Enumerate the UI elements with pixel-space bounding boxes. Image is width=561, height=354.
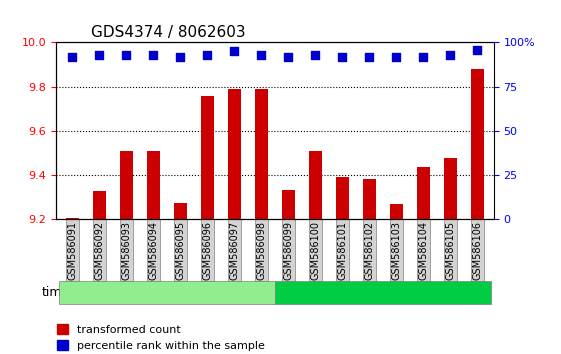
Bar bbox=[417, 167, 430, 219]
Point bbox=[446, 52, 455, 58]
Bar bbox=[228, 89, 241, 219]
Point bbox=[149, 52, 158, 58]
Point bbox=[230, 48, 239, 54]
FancyBboxPatch shape bbox=[59, 281, 275, 304]
Bar bbox=[173, 203, 187, 219]
Bar bbox=[255, 89, 268, 219]
Point bbox=[311, 52, 320, 58]
Bar bbox=[362, 178, 376, 219]
Bar bbox=[282, 190, 295, 219]
Point bbox=[257, 52, 266, 58]
Bar bbox=[201, 96, 214, 219]
Point bbox=[203, 52, 212, 58]
Bar bbox=[471, 69, 484, 219]
Bar bbox=[119, 151, 133, 219]
Bar bbox=[66, 218, 79, 219]
Bar bbox=[444, 158, 457, 219]
Point bbox=[419, 54, 428, 59]
Text: day 60: day 60 bbox=[361, 286, 404, 299]
Bar bbox=[390, 204, 403, 219]
Bar bbox=[146, 151, 160, 219]
Legend: transformed count, percentile rank within the sample: transformed count, percentile rank withi… bbox=[53, 320, 270, 354]
Text: time: time bbox=[42, 286, 70, 299]
Bar bbox=[335, 177, 349, 219]
Point bbox=[176, 54, 185, 59]
Point bbox=[338, 54, 347, 59]
Bar bbox=[309, 151, 322, 219]
Bar bbox=[93, 191, 106, 219]
Point bbox=[68, 54, 77, 59]
Point bbox=[122, 52, 131, 58]
Point bbox=[95, 52, 104, 58]
Point bbox=[284, 54, 293, 59]
Point bbox=[473, 47, 482, 52]
Text: GDS4374 / 8062603: GDS4374 / 8062603 bbox=[91, 25, 246, 40]
Point bbox=[365, 54, 374, 59]
Point bbox=[392, 54, 401, 59]
FancyBboxPatch shape bbox=[275, 281, 491, 304]
Text: day 1: day 1 bbox=[149, 286, 185, 299]
